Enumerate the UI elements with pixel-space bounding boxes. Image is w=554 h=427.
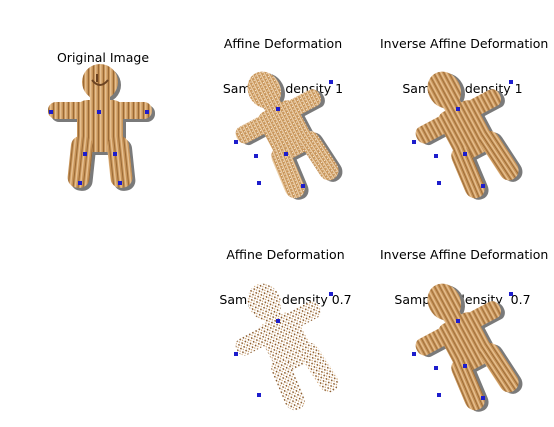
inverse-sparse-gingerbread-image xyxy=(394,263,543,425)
title-line: Affine Deformation xyxy=(226,247,345,262)
sparse-deformed-gingerbread-image xyxy=(214,263,359,423)
control-points xyxy=(234,80,333,188)
title-line: Affine Deformation xyxy=(223,36,343,51)
title-line: Inverse Affine Deformation xyxy=(380,36,549,51)
inverse-deformed-gingerbread-image xyxy=(394,51,543,213)
control-points xyxy=(49,110,149,185)
control-points xyxy=(234,292,333,397)
control-points xyxy=(412,292,513,400)
title-line: Original Image xyxy=(56,50,150,65)
deformed-gingerbread-image xyxy=(214,51,363,213)
control-points xyxy=(412,80,513,188)
panel-title: Original Image xyxy=(33,20,173,95)
gingerbread-image xyxy=(48,64,155,192)
title-line: Inverse Affine Deformation xyxy=(380,247,549,262)
